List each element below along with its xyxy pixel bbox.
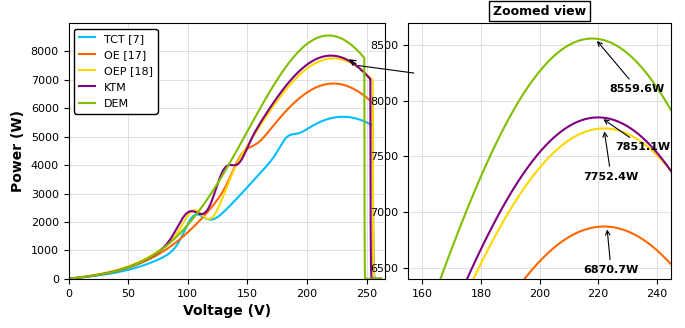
Line: OE [17]: OE [17] (68, 84, 381, 279)
Title: Zoomed view: Zoomed view (493, 5, 586, 18)
DEM (337, 36, 345, 40)
OEP [18] (377, 277, 385, 281)
OEP [18] (64, 277, 73, 281)
OEP [18] (184, 213, 192, 216)
OE [17] (119, 267, 127, 271)
OEP [18] (100, 271, 108, 275)
OE [17] (184, 230, 192, 234)
TCT [7] (339, 115, 347, 119)
KTM (327, 54, 335, 58)
KTM (184, 210, 192, 214)
TCT [7] (100, 273, 108, 277)
TCT [7] (198, 214, 206, 218)
OEP [18] (337, 57, 345, 61)
DEM (100, 272, 108, 276)
DEM (198, 205, 206, 209)
KTM (64, 277, 73, 281)
X-axis label: Voltage (V): Voltage (V) (182, 304, 271, 318)
TCT [7] (371, 277, 379, 280)
Text: 7851.1W: 7851.1W (604, 120, 671, 152)
Line: KTM: KTM (68, 56, 381, 279)
Legend: TCT [7], OE [17], OEP [18], KTM, DEM: TCT [7], OE [17], OEP [18], KTM, DEM (74, 29, 158, 113)
DEM (119, 267, 127, 271)
OEP [18] (329, 56, 338, 60)
TCT [7] (377, 277, 385, 281)
OE [17] (329, 82, 338, 86)
TCT [7] (184, 221, 192, 225)
OE [17] (371, 277, 379, 281)
KTM (119, 267, 127, 271)
OE [17] (377, 277, 385, 281)
OE [17] (337, 82, 345, 86)
KTM (100, 272, 108, 276)
KTM (371, 277, 379, 281)
OE [17] (100, 272, 108, 276)
TCT [7] (119, 269, 127, 273)
KTM (377, 277, 385, 281)
DEM (325, 33, 333, 37)
Text: 6870.7W: 6870.7W (584, 231, 638, 275)
OEP [18] (119, 266, 127, 270)
TCT [7] (64, 277, 73, 281)
TCT [7] (337, 115, 345, 119)
OEP [18] (198, 213, 206, 217)
Line: OEP [18]: OEP [18] (68, 58, 381, 279)
DEM (184, 222, 192, 226)
OEP [18] (371, 277, 379, 281)
OE [17] (64, 277, 73, 281)
KTM (337, 55, 345, 59)
Y-axis label: Power (W): Power (W) (11, 110, 25, 192)
DEM (64, 277, 73, 281)
Line: DEM: DEM (68, 35, 381, 279)
DEM (377, 277, 385, 281)
Text: 8559.6W: 8559.6W (598, 42, 665, 94)
OE [17] (198, 216, 206, 220)
KTM (198, 212, 206, 216)
Line: TCT [7]: TCT [7] (68, 117, 381, 279)
Text: 7752.4W: 7752.4W (584, 133, 638, 182)
DEM (371, 277, 379, 281)
